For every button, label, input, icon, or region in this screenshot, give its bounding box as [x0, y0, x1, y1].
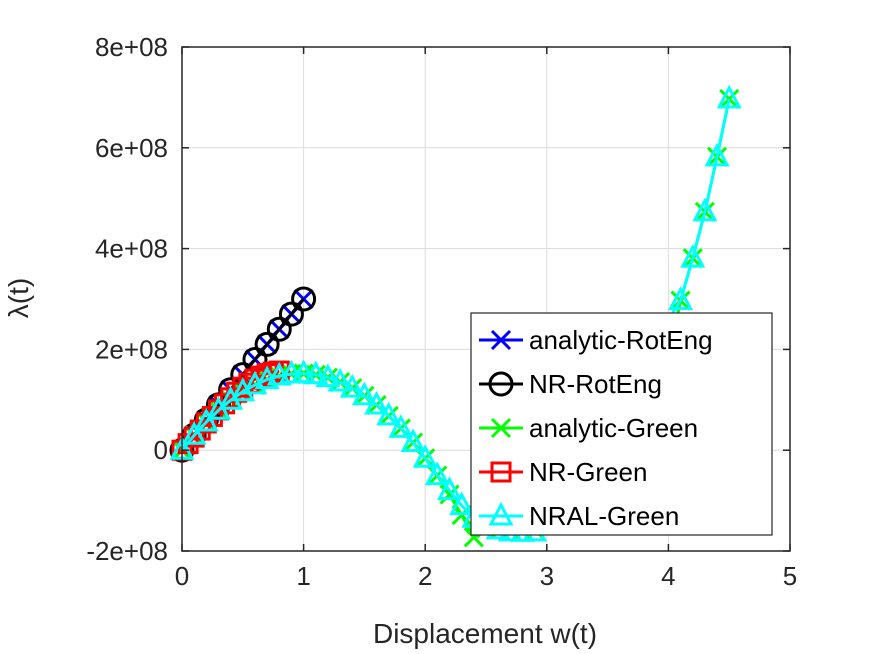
legend-entry: NR-RotEng [479, 369, 662, 399]
legend-swatch-marker [488, 371, 514, 397]
legend-entry: NR-Green [479, 457, 647, 487]
data-point [449, 491, 475, 516]
legend-label: NRAL-Green [529, 501, 679, 531]
y-axis-title: λ(t) [3, 278, 34, 318]
data-point [291, 286, 317, 312]
data-point [278, 359, 304, 384]
legend-label: analytic-Green [529, 413, 698, 443]
data-point [668, 286, 694, 311]
y-tick-label: 2e+08 [95, 334, 168, 364]
data-point [680, 243, 706, 268]
data-point [327, 367, 353, 392]
x-tick-label: 3 [540, 561, 554, 591]
legend-swatch-marker [490, 417, 512, 439]
y-tick-label: 4e+08 [95, 234, 168, 264]
y-tick-label: 8e+08 [95, 32, 168, 62]
data-point [193, 407, 219, 432]
x-axis-title: Displacement w(t) [373, 618, 597, 649]
x-tick-label: 1 [296, 561, 310, 591]
data-point [376, 401, 402, 426]
data-point [339, 373, 365, 398]
legend-label: NR-Green [529, 457, 647, 487]
x-tick-label: 4 [661, 561, 675, 591]
data-point [181, 421, 207, 445]
x-tick-label: 0 [175, 561, 189, 591]
y-tick-label: 6e+08 [95, 133, 168, 163]
x-tick-label: 2 [418, 561, 432, 591]
legend-swatch-marker [488, 501, 514, 526]
axes-box [181, 46, 791, 552]
data-point [716, 84, 742, 109]
data-point [400, 428, 426, 453]
data-point [315, 363, 341, 388]
legend-swatch-marker [490, 329, 512, 351]
x-tick-label: 5 [783, 561, 797, 591]
data-point [704, 142, 730, 167]
data-point [254, 331, 280, 357]
data-point [424, 461, 450, 486]
data-point [291, 359, 317, 384]
legend-swatch-marker [490, 461, 512, 483]
legend-entry: analytic-Green [479, 413, 698, 443]
data-point [692, 197, 718, 222]
data-point [278, 301, 304, 327]
y-tick-label: 0 [154, 435, 168, 465]
data-point [351, 381, 377, 406]
data-point [266, 316, 292, 342]
data-point [183, 426, 205, 448]
data-point [388, 414, 414, 438]
data-point [303, 360, 329, 385]
data-point [437, 476, 463, 501]
legend-label: NR-RotEng [529, 369, 662, 399]
data-point [412, 444, 438, 468]
legend-label: analytic-RotEng [529, 325, 713, 355]
y-tick-label: -2e+08 [86, 536, 168, 566]
legend-entry: NRAL-Green [479, 501, 679, 531]
legend: analytic-RotEng NR-RotEng analytic-Green NR… [470, 312, 773, 536]
legend-entry: analytic-RotEng [479, 325, 713, 355]
legend-box [470, 312, 773, 536]
data-point [364, 390, 390, 415]
